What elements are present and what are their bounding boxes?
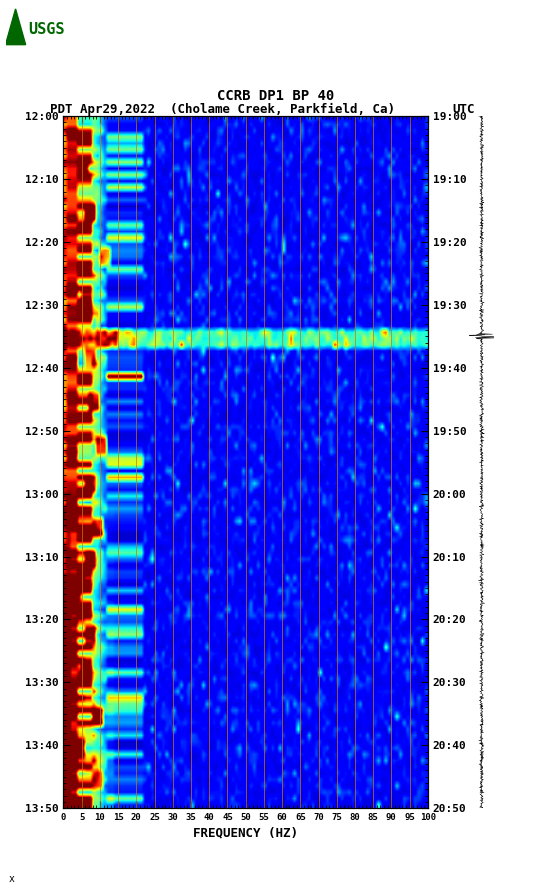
Text: CCRB DP1 BP 40: CCRB DP1 BP 40 — [217, 88, 335, 103]
Text: UTC: UTC — [453, 104, 475, 116]
Text: x: x — [8, 874, 14, 884]
Text: Apr29,2022  (Cholame Creek, Parkfield, Ca): Apr29,2022 (Cholame Creek, Parkfield, Ca… — [80, 104, 395, 116]
Text: PDT: PDT — [50, 104, 72, 116]
Polygon shape — [6, 9, 25, 45]
X-axis label: FREQUENCY (HZ): FREQUENCY (HZ) — [193, 826, 298, 839]
Text: USGS: USGS — [28, 21, 64, 37]
